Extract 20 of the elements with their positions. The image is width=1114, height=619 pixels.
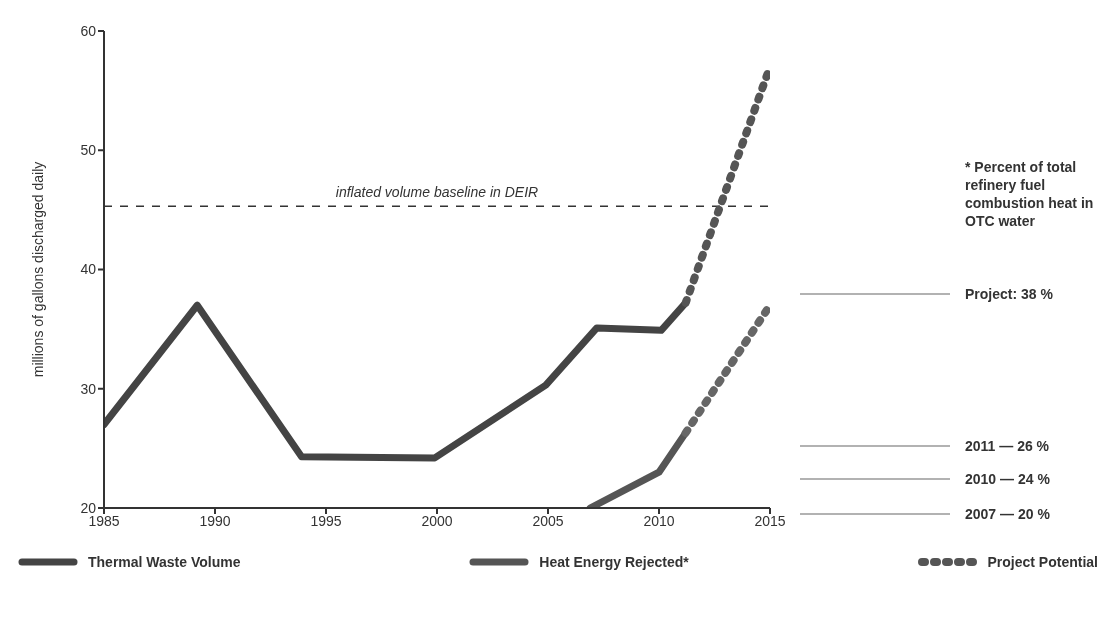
legend-label: Thermal Waste Volume bbox=[88, 554, 241, 570]
text: * Percent of total refinery fuel combustion heat in OTC water bbox=[965, 157, 1095, 230]
text: 2007 — 20 % bbox=[965, 506, 1051, 522]
y-tick-label: 30 bbox=[80, 380, 97, 397]
y-tick-label: 50 bbox=[80, 142, 97, 159]
text: 2011 — 26 % bbox=[965, 438, 1050, 454]
x-tick-label: 1990 bbox=[199, 512, 231, 529]
ref-line-label: inflated volume baseline in DEIR bbox=[335, 184, 539, 201]
x-tick-label: 2005 bbox=[532, 512, 564, 529]
x-tick-label: 1995 bbox=[310, 512, 342, 529]
y-axis-title: millions of gallons discharged daily bbox=[29, 161, 46, 378]
text: 2010 — 24 % bbox=[965, 471, 1051, 487]
x-tick-label: 2010 bbox=[643, 512, 675, 529]
y-tick-label: 40 bbox=[80, 261, 97, 278]
legend-label: Project Potential bbox=[987, 554, 1098, 570]
y-tick-label: 60 bbox=[80, 22, 97, 39]
legend-label: Heat Energy Rejected* bbox=[539, 554, 689, 570]
x-tick-label: 2000 bbox=[421, 512, 453, 529]
text: Project: 38 % bbox=[965, 286, 1054, 302]
x-tick-label: 2015 bbox=[754, 512, 786, 529]
